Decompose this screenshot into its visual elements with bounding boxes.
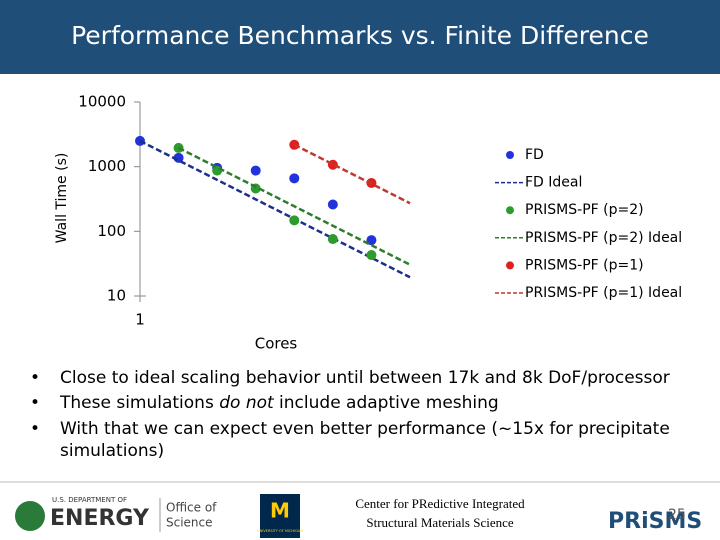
ideal-line	[139, 139, 411, 279]
doe-seal	[15, 501, 45, 531]
y-axis-label: Wall Time (s)	[54, 153, 70, 244]
bullet-text: Close to ideal scaling behavior until be…	[60, 368, 670, 388]
legend-marker	[506, 151, 514, 159]
y-tick-label: 10000	[78, 93, 126, 111]
legend-label: PRISMS-PF (p=1)	[525, 257, 644, 273]
center-line: Center for PRedictive Integrated	[355, 496, 525, 511]
point	[289, 215, 300, 226]
y-tick-label: 100	[97, 222, 126, 240]
point	[250, 165, 261, 176]
doe-name: ENERGY	[50, 506, 150, 531]
bullet-dot: •	[30, 419, 40, 439]
point	[327, 199, 338, 210]
legend-label: PRISMS-PF (p=2)	[525, 202, 644, 218]
doe-top: U.S. DEPARTMENT OF	[52, 496, 127, 504]
office-line: Science	[166, 516, 213, 530]
prisms-logo	[596, 502, 716, 538]
bullet-dot: •	[30, 368, 40, 388]
point	[212, 165, 223, 176]
bullet-text: simulations)	[60, 441, 164, 461]
point	[327, 234, 338, 245]
legend-marker	[506, 261, 514, 270]
header-bar	[0, 0, 720, 74]
text-italic: do not	[219, 393, 275, 413]
center-line: Structural Materials Science	[366, 515, 514, 530]
page-number: 25	[668, 507, 686, 523]
legend-label: FD Ideal	[525, 175, 582, 191]
text: include adaptive meshing	[274, 393, 499, 413]
x-tick-label: 1	[135, 311, 145, 329]
office-line: Office of	[166, 501, 217, 515]
legend-label: PRISMS-PF (p=2) Ideal	[525, 230, 682, 246]
text: These simulations	[59, 393, 219, 413]
bullet-text: These simulations do not include adaptiv…	[59, 393, 499, 413]
prisms-name: PRiSMS	[608, 509, 702, 534]
umich-name: UNIVERSITY OF MICHIGAN	[257, 529, 303, 533]
ideal-line	[178, 146, 411, 266]
bullet-dot: •	[30, 393, 40, 413]
point	[366, 250, 377, 261]
y-tick-label: 10	[107, 287, 126, 305]
point	[289, 173, 300, 184]
y-tick-label: 1000	[88, 157, 126, 175]
x-axis-label: Cores	[255, 335, 298, 353]
bullet-text: With that we can expect even better perf…	[60, 419, 670, 439]
legend-marker	[506, 206, 514, 215]
umich-m: M	[270, 499, 290, 523]
legend-label: PRISMS-PF (p=1) Ideal	[525, 285, 682, 301]
ideal-line	[293, 143, 411, 205]
legend-label: FD	[525, 147, 544, 163]
slide-title: Performance Benchmarks vs. Finite Differ…	[71, 21, 649, 50]
umich-logo	[260, 494, 300, 538]
bullets: • Close to ideal scaling behavior until …	[30, 368, 670, 461]
